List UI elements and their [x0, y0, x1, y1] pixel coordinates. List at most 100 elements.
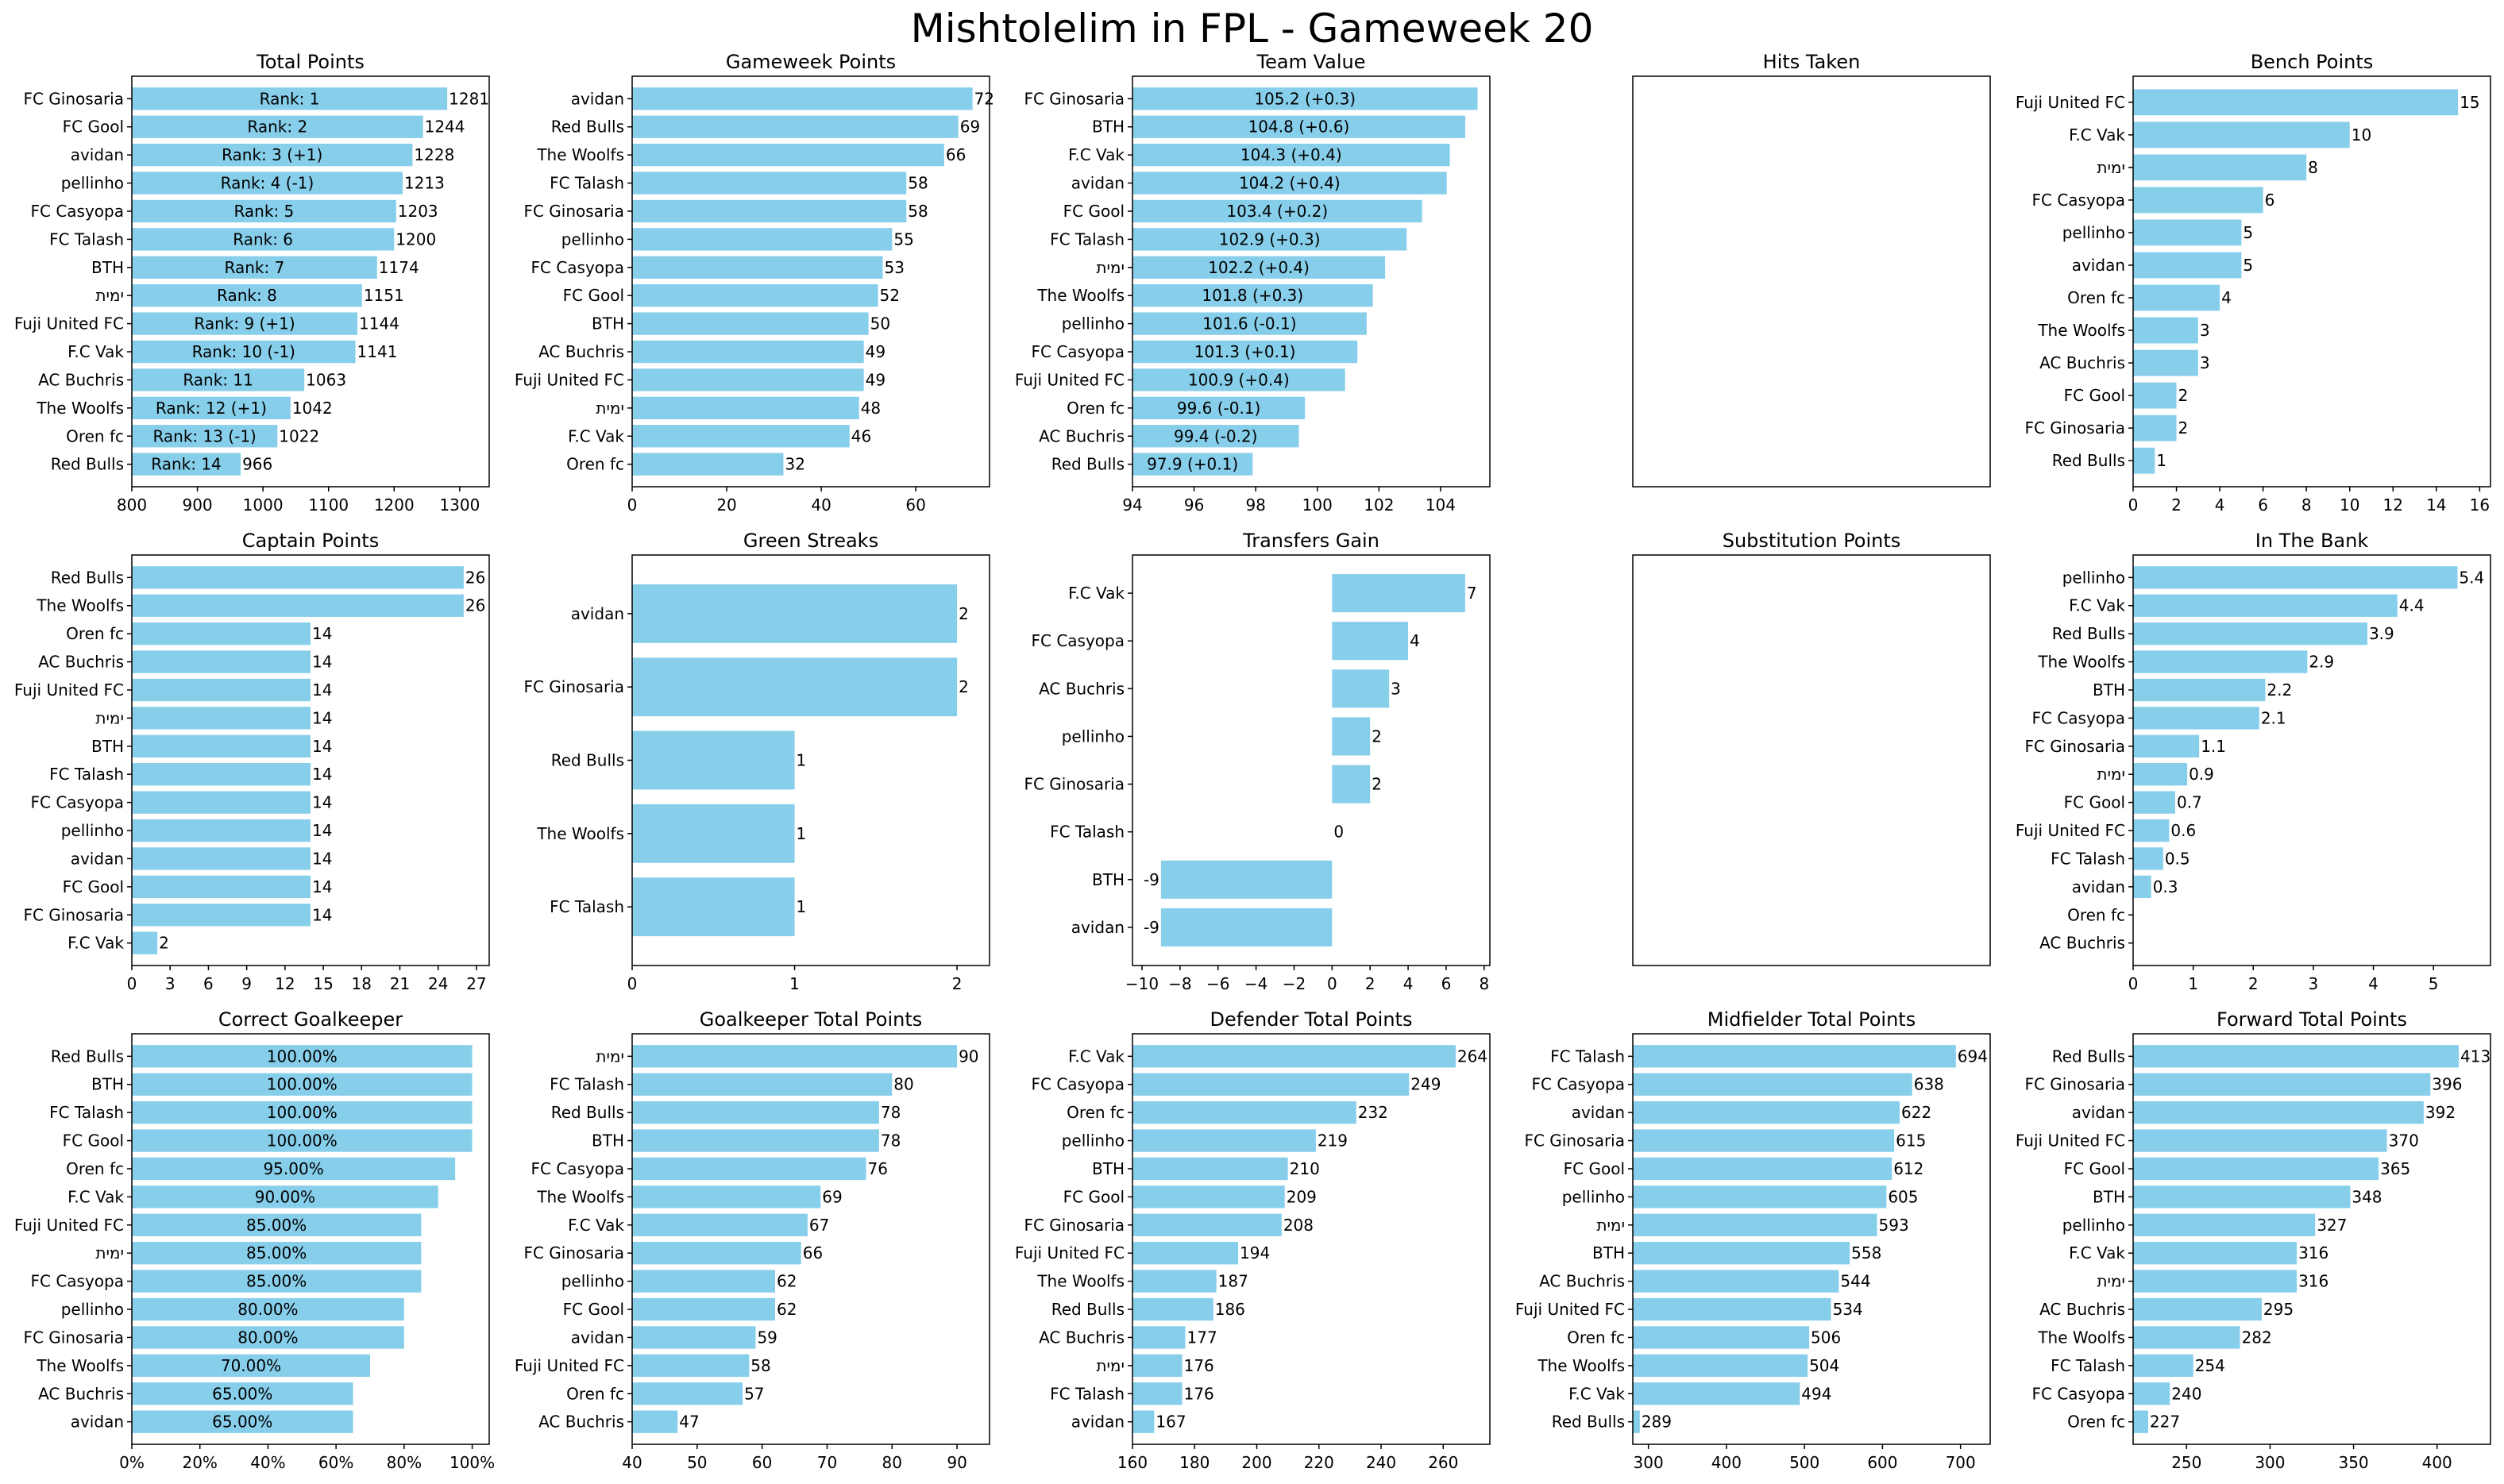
x-tick-label: 50: [687, 1453, 707, 1472]
category-label: F.C Vak: [2069, 1243, 2125, 1262]
category-label: FC Gool: [1063, 202, 1125, 221]
bar: [1633, 1410, 1640, 1433]
data-label: 1: [2156, 451, 2166, 470]
category-label: AC Buchris: [38, 653, 124, 672]
data-label: 1200: [395, 229, 436, 249]
data-label: 1213: [404, 174, 445, 193]
data-label: 14: [312, 737, 332, 756]
bar-inner-label: Rank: 7: [225, 258, 285, 277]
bar: [2133, 1073, 2431, 1096]
x-tick-label: 260: [1428, 1453, 1458, 1472]
x-tick-label: 8: [1479, 974, 1489, 993]
x-tick-label: 12: [275, 974, 295, 993]
chart-forward-total-points: Forward Total Points Red Bulls 413 FC Ginos…: [2016, 1008, 2491, 1472]
bar: [132, 228, 395, 251]
category-label: Red Bulls: [2052, 1047, 2125, 1066]
x-tick-label: 0: [2128, 974, 2139, 993]
bar: [1132, 143, 1450, 167]
category-label: BTH: [2093, 1187, 2125, 1206]
x-tick-label: 16: [2470, 495, 2490, 515]
category-label: BTH: [2093, 680, 2125, 700]
category-label: FC Ginosaria: [23, 89, 124, 108]
category-label: Oren fc: [2067, 1413, 2125, 1432]
data-label: 2: [959, 677, 969, 696]
chart-title: Gameweek Points: [726, 51, 896, 73]
data-label: 0.3: [2153, 877, 2178, 896]
data-label: 506: [1811, 1328, 1841, 1347]
category-label: FC Casyopa: [1032, 631, 1125, 650]
category-label: Red Bulls: [2052, 451, 2125, 470]
category-label: Fuji United FC: [1515, 1300, 1625, 1319]
category-label: FC Casyopa: [31, 202, 125, 221]
bar: [632, 1410, 678, 1433]
category-label: ימית: [2097, 1272, 2125, 1291]
x-tick-label: 100: [1302, 495, 1333, 515]
data-label: 615: [1896, 1131, 1926, 1151]
data-label: 694: [1958, 1047, 1988, 1066]
data-label: 1: [797, 751, 807, 770]
data-label: 1203: [398, 202, 438, 221]
category-label: FC Gool: [1063, 1187, 1125, 1206]
data-label: 544: [1840, 1272, 1870, 1291]
bar: [632, 1185, 821, 1208]
axes-frame: [1132, 554, 1491, 966]
bar: [2133, 650, 2308, 673]
data-label: 0.9: [2189, 765, 2214, 784]
bar: [132, 115, 423, 138]
bar: [1332, 717, 1371, 756]
bar: [2133, 414, 2177, 441]
bar-inner-label: Rank: 9 (+1): [194, 314, 295, 333]
category-label: FC Ginosaria: [2024, 418, 2125, 437]
category-label: AC Buchris: [2039, 1300, 2125, 1319]
bar: [2133, 1354, 2193, 1378]
bar: [632, 396, 859, 420]
category-label: FC Gool: [63, 1131, 124, 1151]
bar-inner-label: 85.00%: [246, 1272, 307, 1291]
category-label: The Woolfs: [36, 1356, 124, 1375]
category-label: AC Buchris: [38, 370, 124, 389]
axes-frame: [2132, 75, 2491, 488]
category-label: F.C Vak: [2069, 125, 2125, 145]
data-label: 1228: [414, 145, 454, 164]
data-label: 5: [2243, 223, 2253, 242]
data-label: 3: [2200, 353, 2210, 372]
x-tick-label: −2: [1283, 974, 1306, 993]
category-label: BTH: [1592, 1243, 1625, 1262]
bar: [2133, 317, 2198, 344]
bar: [132, 1129, 473, 1152]
chart-title: Defender Total Points: [1210, 1008, 1413, 1031]
category-label: The Woolfs: [536, 145, 624, 164]
x-tick-label: 400: [1711, 1453, 1742, 1472]
category-label: FC Gool: [2064, 386, 2125, 405]
bar: [132, 396, 291, 420]
x-tick-label: 14: [2426, 495, 2446, 515]
data-label: 187: [1218, 1272, 1248, 1291]
chart-title: Forward Total Points: [2217, 1008, 2407, 1031]
x-tick-label: 40: [622, 1453, 642, 1472]
bar-inner-label: 99.4 (-0.2): [1174, 426, 1258, 445]
bar: [132, 172, 403, 195]
bar: [632, 657, 958, 717]
category-label: Oren fc: [2067, 288, 2125, 307]
category-label: F.C Vak: [68, 1187, 124, 1206]
data-label: 58: [908, 174, 928, 193]
chart-title: Substitution Points: [1723, 530, 1901, 552]
bar: [1332, 574, 1465, 613]
chart-midfielder-total-points: Midfielder Total Points FC Talash 694 FC Ca…: [1515, 1008, 1991, 1472]
category-label: pellinho: [561, 1272, 624, 1291]
bar: [1633, 1242, 1850, 1265]
bar: [632, 115, 959, 138]
bar-inner-label: 100.00%: [267, 1075, 338, 1094]
x-tick-label: 1: [2188, 974, 2198, 993]
category-label: The Woolfs: [1036, 286, 1125, 305]
category-label: FC Ginosaria: [1024, 775, 1125, 794]
bar: [2133, 875, 2151, 899]
category-label: FC Ginosaria: [23, 905, 124, 924]
bar: [132, 904, 311, 927]
bar-inner-label: Rank: 13 (-1): [152, 426, 256, 445]
bar: [1132, 1213, 1282, 1236]
bar: [132, 875, 311, 899]
bar-inner-label: 95.00%: [263, 1159, 323, 1178]
category-label: Red Bulls: [1051, 455, 1125, 474]
x-tick-label: 40: [811, 495, 831, 515]
